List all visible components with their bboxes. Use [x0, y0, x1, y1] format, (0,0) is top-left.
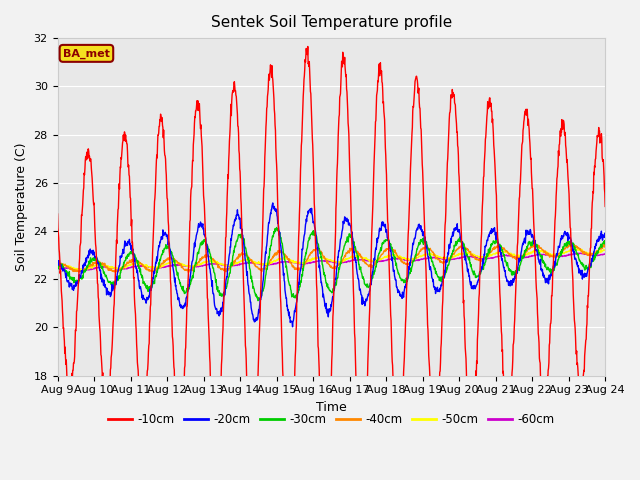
X-axis label: Time: Time	[316, 401, 347, 414]
Legend: -10cm, -20cm, -30cm, -40cm, -50cm, -60cm: -10cm, -20cm, -30cm, -40cm, -50cm, -60cm	[103, 408, 559, 431]
Title: Sentek Soil Temperature profile: Sentek Soil Temperature profile	[211, 15, 452, 30]
Text: BA_met: BA_met	[63, 48, 110, 59]
Y-axis label: Soil Temperature (C): Soil Temperature (C)	[15, 143, 28, 271]
